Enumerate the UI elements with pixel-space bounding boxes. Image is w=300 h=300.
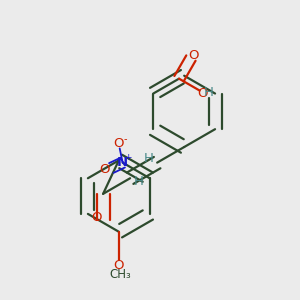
Text: O: O <box>113 259 124 272</box>
Text: -: - <box>123 134 127 144</box>
Text: H: H <box>144 152 154 165</box>
Text: H: H <box>134 175 143 188</box>
Text: H: H <box>204 86 214 99</box>
Text: O: O <box>91 212 102 224</box>
Text: O: O <box>197 87 208 100</box>
Text: +: + <box>124 153 132 162</box>
Text: CH₃: CH₃ <box>110 268 131 281</box>
Text: O: O <box>113 136 123 149</box>
Text: N: N <box>117 156 128 169</box>
Text: O: O <box>188 49 199 62</box>
Text: O: O <box>100 163 110 176</box>
